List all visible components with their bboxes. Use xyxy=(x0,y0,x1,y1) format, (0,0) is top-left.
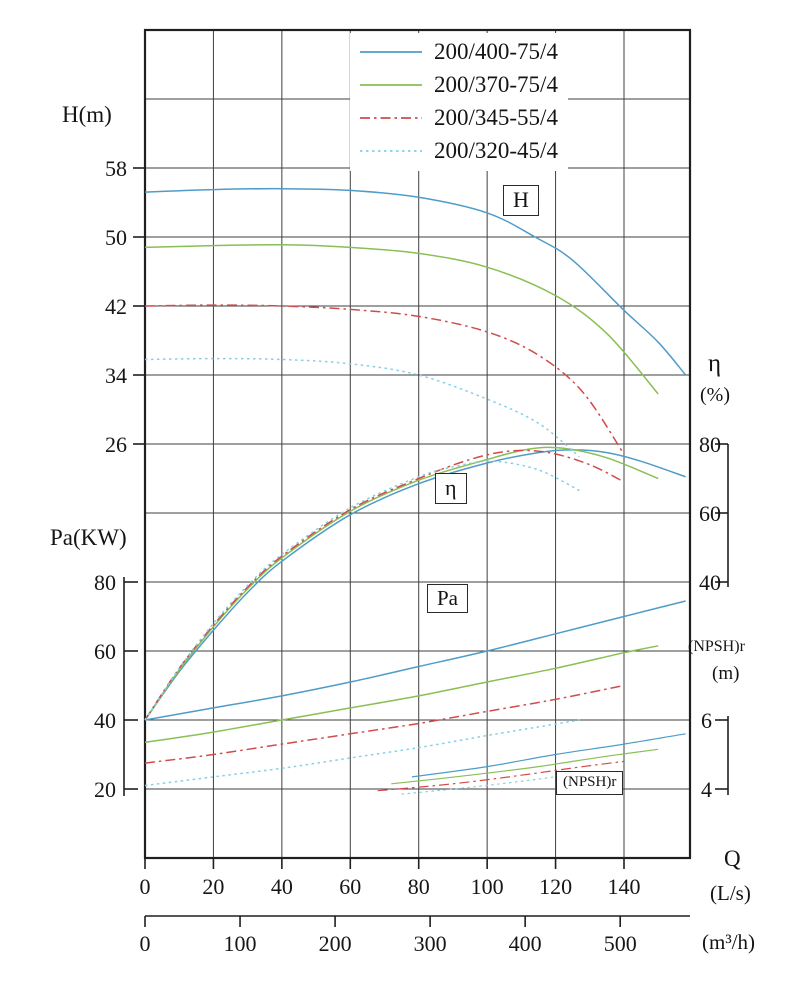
npsh-axis-tick-label: 6 xyxy=(701,708,712,733)
m3h-axis-tick-label: 400 xyxy=(509,931,542,956)
legend-item: 200/400-75/4 xyxy=(358,35,558,68)
m3h-axis-tick-label: 100 xyxy=(224,931,257,956)
h-axis-tick-label: 34 xyxy=(105,363,127,388)
legend-label: 200/370-75/4 xyxy=(434,71,558,97)
curve-Pa-200-370-75-4 xyxy=(144,645,659,744)
pa-axis-tick-label: 80 xyxy=(94,570,116,595)
curve-npsh-200-400-75-4 xyxy=(411,733,686,778)
q-axis-unit-ls: (L/s) xyxy=(710,881,751,905)
eta-axis-unit: (%) xyxy=(700,384,730,406)
npsh-axis-unit: (m) xyxy=(712,663,740,684)
legend-item: 200/320-45/4 xyxy=(358,134,558,167)
curve-npsh-200-345-55-4 xyxy=(377,760,625,792)
pa-axis-tick-label: 40 xyxy=(94,708,116,733)
eta-axis-tick-label: 40 xyxy=(699,570,721,595)
curve-npsh-200-370-75-4 xyxy=(391,748,659,785)
q-axis-tick-label: 80 xyxy=(408,874,430,899)
legend-label: 200/320-45/4 xyxy=(434,137,558,163)
eta-curve-tag: η xyxy=(435,473,467,504)
curve-eta-200-370-75-4 xyxy=(144,446,659,721)
npsh-curve-tag: (NPSH)r xyxy=(556,771,624,795)
pa-axis-tick-label: 60 xyxy=(94,639,116,664)
pa-curve-tag: Pa xyxy=(427,584,468,614)
curve-eta-200-400-75-4 xyxy=(144,449,686,721)
q-axis-tick-label: 140 xyxy=(608,874,641,899)
curve-Pa-200-320-45-4 xyxy=(144,719,580,787)
q-axis-tick-label: 40 xyxy=(271,874,293,899)
curve-Pa-200-400-75-4 xyxy=(144,600,686,721)
h-axis-tick-label: 50 xyxy=(105,225,127,250)
q-axis-tick-label: 0 xyxy=(140,874,151,899)
eta-axis-tick-label: 80 xyxy=(699,432,721,457)
legend-line-sample xyxy=(360,149,422,152)
m3h-axis-tick-label: 0 xyxy=(140,931,151,956)
q-axis-tick-label: 20 xyxy=(202,874,224,899)
h-axis-title: H(m) xyxy=(62,102,112,127)
m3h-axis-tick-label: 300 xyxy=(414,931,447,956)
pa-axis-title: Pa(KW) xyxy=(50,525,127,550)
q-axis-tick-label: 60 xyxy=(339,874,361,899)
legend-item: 200/370-75/4 xyxy=(358,68,558,101)
curve-Pa-200-345-55-4 xyxy=(144,684,625,764)
curve-H-200-345-55-4 xyxy=(144,304,625,455)
m3h-axis-tick-label: 200 xyxy=(319,931,352,956)
h-curve-tag: H xyxy=(503,185,539,216)
legend-label: 200/400-75/4 xyxy=(434,38,558,64)
q-axis-title: Q xyxy=(724,846,741,871)
q-axis-tick-label: 120 xyxy=(539,874,572,899)
curve-H-200-370-75-4 xyxy=(144,243,659,395)
legend-line-sample xyxy=(360,50,422,53)
q-axis-unit-m3h: (m³/h) xyxy=(702,930,755,954)
m3h-axis-tick-label: 500 xyxy=(604,931,637,956)
npsh-axis-title: (NPSH)r xyxy=(688,638,745,655)
curve-H-200-400-75-4 xyxy=(144,187,687,376)
npsh-axis-tick-label: 4 xyxy=(701,777,712,802)
q-axis-tick-label: 100 xyxy=(471,874,504,899)
eta-axis-title: η xyxy=(708,350,722,377)
h-axis-tick-label: 58 xyxy=(105,156,127,181)
pa-axis-tick-label: 20 xyxy=(94,777,116,802)
curve-eta-200-320-45-4 xyxy=(144,460,580,721)
legend-item: 200/345-55/4 xyxy=(358,101,558,134)
legend-line-sample xyxy=(360,116,422,119)
legend-line-sample xyxy=(360,83,422,86)
curve-H-200-320-45-4 xyxy=(144,357,580,458)
legend: 200/400-75/4 200/370-75/4 200/345-55/4 2… xyxy=(350,33,568,171)
h-axis-tick-label: 26 xyxy=(105,432,127,457)
curve-eta-200-345-55-4 xyxy=(144,449,625,721)
h-axis-tick-label: 42 xyxy=(105,294,127,319)
curve-npsh-200-320-45-4 xyxy=(401,772,580,795)
eta-axis-tick-label: 60 xyxy=(699,501,721,526)
legend-label: 200/345-55/4 xyxy=(434,104,558,130)
